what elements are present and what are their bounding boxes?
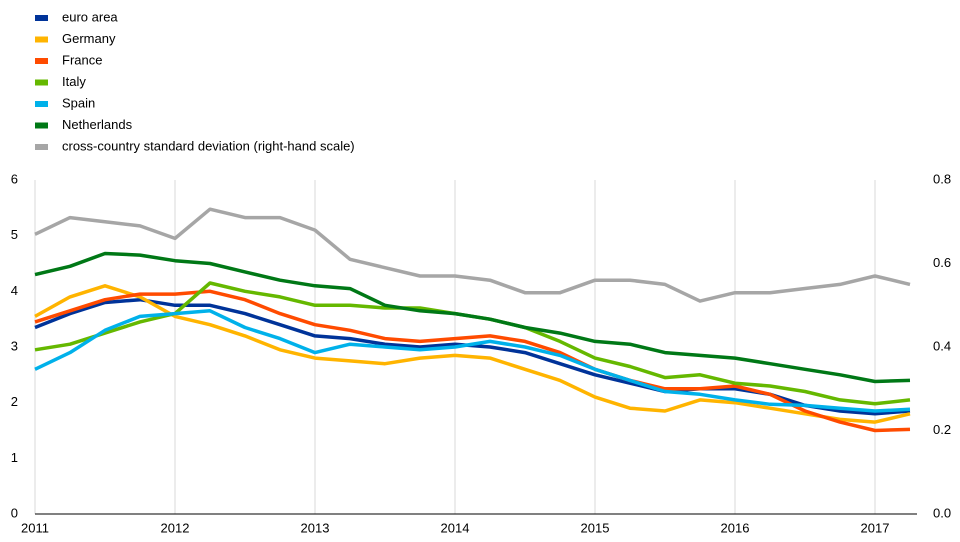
x-tick-label: 2013 [301,520,330,535]
x-tick-label: 2017 [861,520,890,535]
y2-tick-label: 0.2 [933,422,951,437]
y-tick-label: 4 [11,283,18,298]
x-tick-label: 2014 [441,520,470,535]
legend-swatch [35,36,48,43]
y-tick-label: 5 [11,227,18,242]
series-line [34,284,911,424]
legend-swatch [35,15,48,21]
y-tick-label: 2 [11,394,18,409]
legend-swatch [35,144,48,150]
legend-label: Netherlands [62,117,133,132]
y2-tick-label: 0.4 [933,338,951,353]
y-tick-label: 0 [11,505,18,520]
series-line [34,289,911,433]
y-tick-label: 3 [11,338,18,353]
y2-tick-label: 0.0 [933,505,951,520]
legend-label: France [62,52,102,67]
legend-swatch [35,122,48,129]
y-tick-label: 1 [11,450,18,465]
y2-tick-label: 0.8 [933,171,951,186]
x-tick-label: 2011 [21,520,49,535]
legend-swatch [35,101,48,107]
x-tick-label: 2016 [721,520,750,535]
x-tick-label: 2012 [161,520,190,535]
legend-label: cross-country standard deviation (right-… [62,138,355,153]
y2-tick-label: 0.6 [933,255,951,270]
series-line [34,251,911,384]
legend-label: Spain [62,95,95,110]
series-line [34,309,911,413]
legend-swatch [35,58,48,64]
series-line [34,207,911,303]
y-tick-label: 6 [11,171,18,186]
legend-label: Italy [62,74,86,89]
legend-label: Germany [62,31,116,46]
legend-swatch [35,79,48,86]
x-tick-label: 2015 [581,520,610,535]
legend-label: euro area [62,9,118,24]
